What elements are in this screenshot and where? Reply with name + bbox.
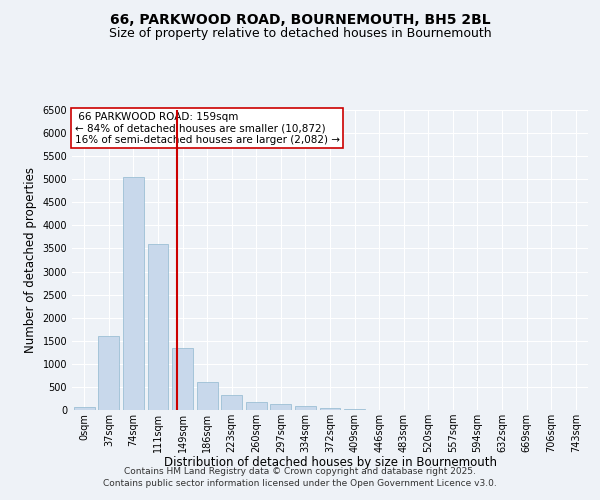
Text: Size of property relative to detached houses in Bournemouth: Size of property relative to detached ho… [109, 28, 491, 40]
X-axis label: Distribution of detached houses by size in Bournemouth: Distribution of detached houses by size … [163, 456, 497, 469]
Bar [98, 336, 119, 410]
Bar [320, 408, 340, 410]
Bar [123, 177, 144, 410]
Bar [271, 404, 292, 410]
Y-axis label: Number of detached properties: Number of detached properties [24, 167, 37, 353]
Text: Contains HM Land Registry data © Crown copyright and database right 2025.
Contai: Contains HM Land Registry data © Crown c… [103, 466, 497, 487]
Bar [148, 244, 169, 410]
Bar [74, 407, 95, 410]
Bar [221, 395, 242, 410]
Bar [344, 409, 365, 410]
Bar [295, 406, 316, 410]
Bar [172, 348, 193, 410]
Text: 66 PARKWOOD ROAD: 159sqm
← 84% of detached houses are smaller (10,872)
16% of se: 66 PARKWOOD ROAD: 159sqm ← 84% of detach… [74, 112, 340, 144]
Text: 66, PARKWOOD ROAD, BOURNEMOUTH, BH5 2BL: 66, PARKWOOD ROAD, BOURNEMOUTH, BH5 2BL [110, 12, 490, 26]
Bar [197, 382, 218, 410]
Bar [246, 402, 267, 410]
